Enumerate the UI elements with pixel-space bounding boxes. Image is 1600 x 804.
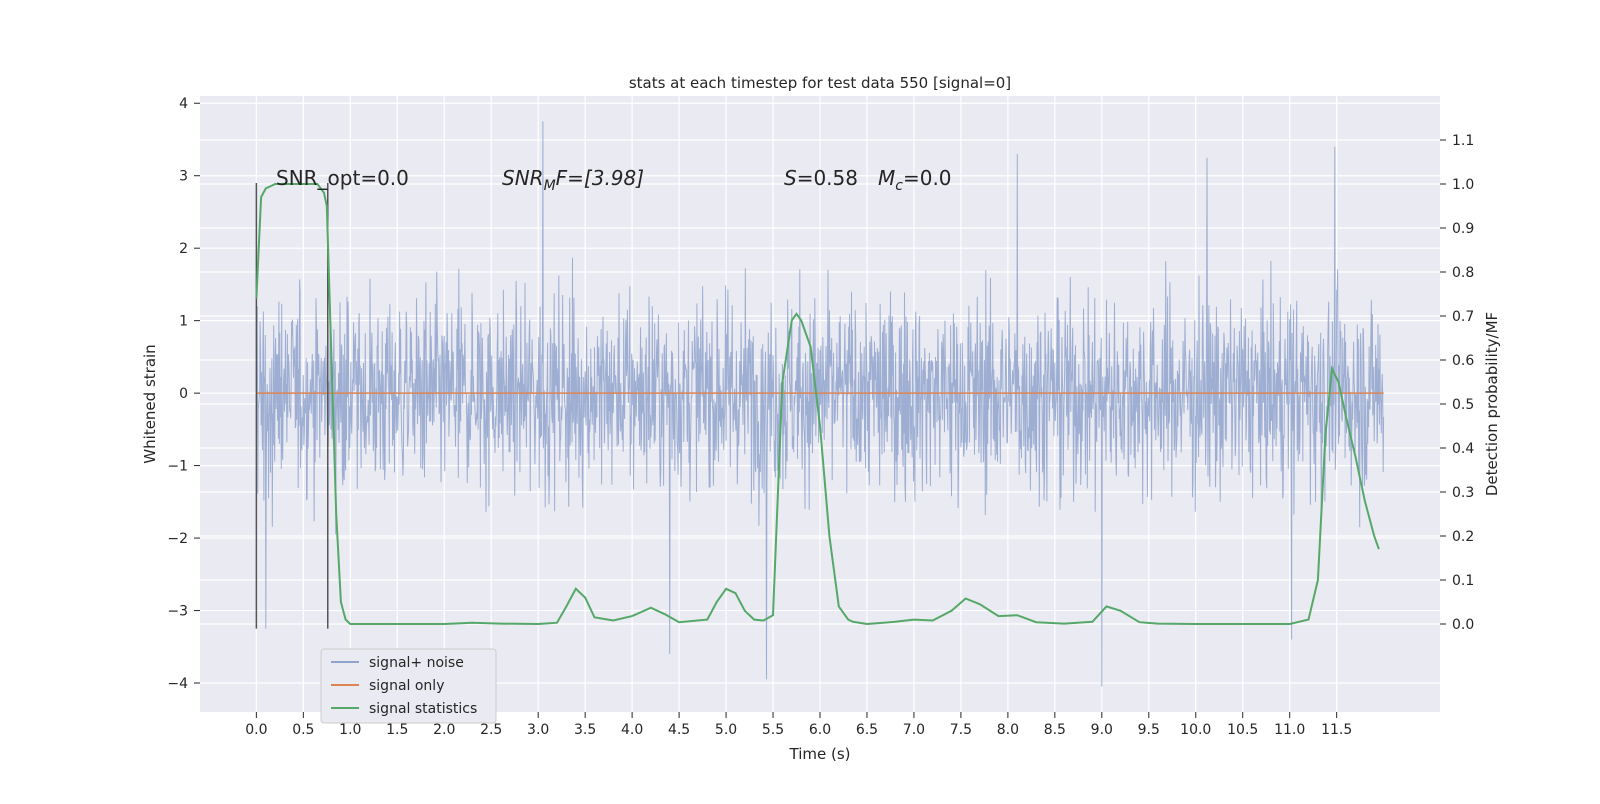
right-y-tick-label: 0.5	[1452, 397, 1474, 413]
x-tick-label: 1.5	[386, 722, 408, 738]
left-y-tick-label: −2	[167, 531, 188, 547]
x-axis-label: Time (s)	[789, 745, 851, 763]
left-y-tick-label: 1	[179, 314, 188, 330]
left-y-tick-label: 0	[179, 386, 188, 402]
right-y-tick-label: 0.3	[1452, 485, 1474, 501]
snr-mf-annotation: SNRMF=[3.98]	[502, 166, 644, 194]
left-y-ticks: 4 3 2 1 0 −1 −2 −3 −4	[167, 96, 200, 692]
left-y-tick-label: −3	[167, 604, 188, 620]
left-y-tick-label: 3	[179, 169, 188, 185]
x-tick-label: 2.0	[433, 722, 455, 738]
signal-statistics-line	[255, 183, 1380, 626]
x-tick-label: 9.5	[1138, 722, 1160, 738]
s-label: S	[784, 166, 797, 190]
snr-opt-annotation: SNR_opt=0.0	[276, 166, 409, 190]
signal-statistics-series	[255, 183, 1380, 626]
s-annotation: S=0.58	[784, 166, 858, 190]
x-tick-label: 0.5	[292, 722, 314, 738]
right-y-tick-label: 1.0	[1452, 177, 1474, 193]
right-y-tick-label: 0.8	[1452, 265, 1474, 281]
left-y-tick-label: 2	[179, 241, 188, 257]
x-tick-label: 2.5	[480, 722, 502, 738]
legend-label-signal-plus-noise: signal+ noise	[369, 655, 464, 671]
x-tick-label: 4.5	[668, 722, 690, 738]
x-tick-label: 7.5	[950, 722, 972, 738]
legend: signal+ noise signal only signal statist…	[320, 648, 497, 724]
mc-annotation: Mc=0.0	[878, 166, 952, 194]
x-tick-label: 11.0	[1274, 722, 1305, 738]
right-y-tick-label: 0.0	[1452, 617, 1474, 633]
x-tick-label: 7.0	[903, 722, 925, 738]
right-y-tick-label: 0.7	[1452, 309, 1474, 325]
x-tick-label: 4.0	[621, 722, 643, 738]
x-tick-label: 0.0	[245, 722, 267, 738]
signal-plus-noise-line	[255, 121, 1385, 687]
x-tick-label: 6.0	[809, 722, 831, 738]
snr-mf-subscript: M	[544, 178, 556, 194]
mc-subscript: c	[895, 178, 903, 194]
x-tick-label: 5.5	[762, 722, 784, 738]
s-value: =0.58	[797, 166, 858, 190]
x-tick-label: 11.5	[1321, 722, 1352, 738]
x-ticks: 0.0 0.5 1.0 1.5 2.0 2.5 3.0 3.5 4.0 4.5 5.0 5.5 6.0 6…	[245, 712, 1352, 738]
x-tick-label: 9.0	[1091, 722, 1113, 738]
legend-label-signal-statistics: signal statistics	[369, 701, 477, 717]
x-tick-label: 3.5	[574, 722, 596, 738]
x-tick-label: 5.0	[715, 722, 737, 738]
x-tick-label: 10.0	[1180, 722, 1211, 738]
mc-label: M	[878, 166, 895, 190]
right-y-tick-label: 0.4	[1452, 441, 1474, 457]
legend-label-signal-only: signal only	[369, 678, 444, 694]
right-y-tick-label: 0.1	[1452, 573, 1474, 589]
left-y-tick-label: −1	[167, 459, 188, 475]
right-y-axis-label: Detection probability/MF	[1483, 312, 1501, 496]
signal-plus-noise-series	[255, 121, 1385, 687]
x-tick-label: 10.5	[1227, 722, 1258, 738]
snr-mf-prefix: SNR	[502, 166, 544, 190]
legend-box	[320, 648, 497, 724]
snr-mf-suffix: F=[3.98]	[556, 166, 644, 190]
chart-title: stats at each timestep for test data 550…	[629, 74, 1011, 92]
right-y-ticks: 1.1 1.0 0.9 0.8 0.7 0.6 0.5 0.4 0.3 0.2 0.1 0.0	[1440, 133, 1474, 633]
x-tick-label: 6.5	[856, 722, 878, 738]
right-y-tick-label: 0.9	[1452, 221, 1474, 237]
x-tick-label: 8.5	[1044, 722, 1066, 738]
left-y-tick-label: −4	[167, 676, 188, 692]
x-tick-label: 8.0	[997, 722, 1019, 738]
right-y-tick-label: 1.1	[1452, 133, 1474, 149]
mc-value: =0.0	[903, 166, 952, 190]
right-y-tick-label: 0.6	[1452, 353, 1474, 369]
left-y-tick-label: 4	[179, 96, 188, 112]
left-y-axis-label: Whitened strain	[141, 344, 159, 463]
x-tick-label: 3.0	[527, 722, 549, 738]
x-tick-label: 1.0	[339, 722, 361, 738]
right-y-tick-label: 0.2	[1452, 529, 1474, 545]
